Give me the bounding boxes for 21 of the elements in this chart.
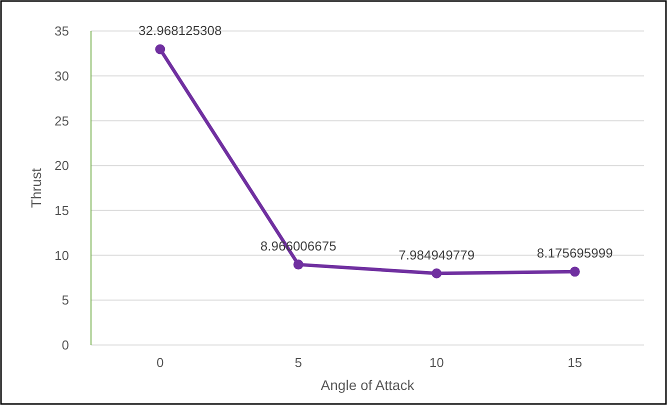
y-tick-label: 25 [54, 113, 69, 128]
data-label: 8.175695999 [536, 246, 613, 261]
y-tick-label: 0 [62, 338, 69, 353]
x-tick-label: 15 [568, 355, 582, 370]
y-tick-label: 35 [54, 24, 69, 39]
y-axis-title: Thrust [28, 168, 44, 208]
x-axis-title: Angle of Attack [320, 377, 416, 393]
point [432, 268, 442, 278]
point [155, 44, 166, 54]
data-label: 32.968125308 [138, 23, 222, 38]
y-tick-label: 5 [62, 292, 69, 308]
point [293, 260, 304, 270]
y-tick-label: 20 [54, 158, 69, 174]
x-tick-label: 10 [429, 355, 444, 370]
x-tick-label: 0 [156, 355, 164, 370]
y-tick-label: 10 [54, 248, 69, 263]
y-tick-label: 15 [54, 202, 69, 218]
y-tick-label: 30 [54, 68, 69, 84]
x-tick-label: 5 [294, 355, 302, 370]
data-label: 7.984949779 [398, 247, 475, 262]
point [570, 266, 580, 277]
